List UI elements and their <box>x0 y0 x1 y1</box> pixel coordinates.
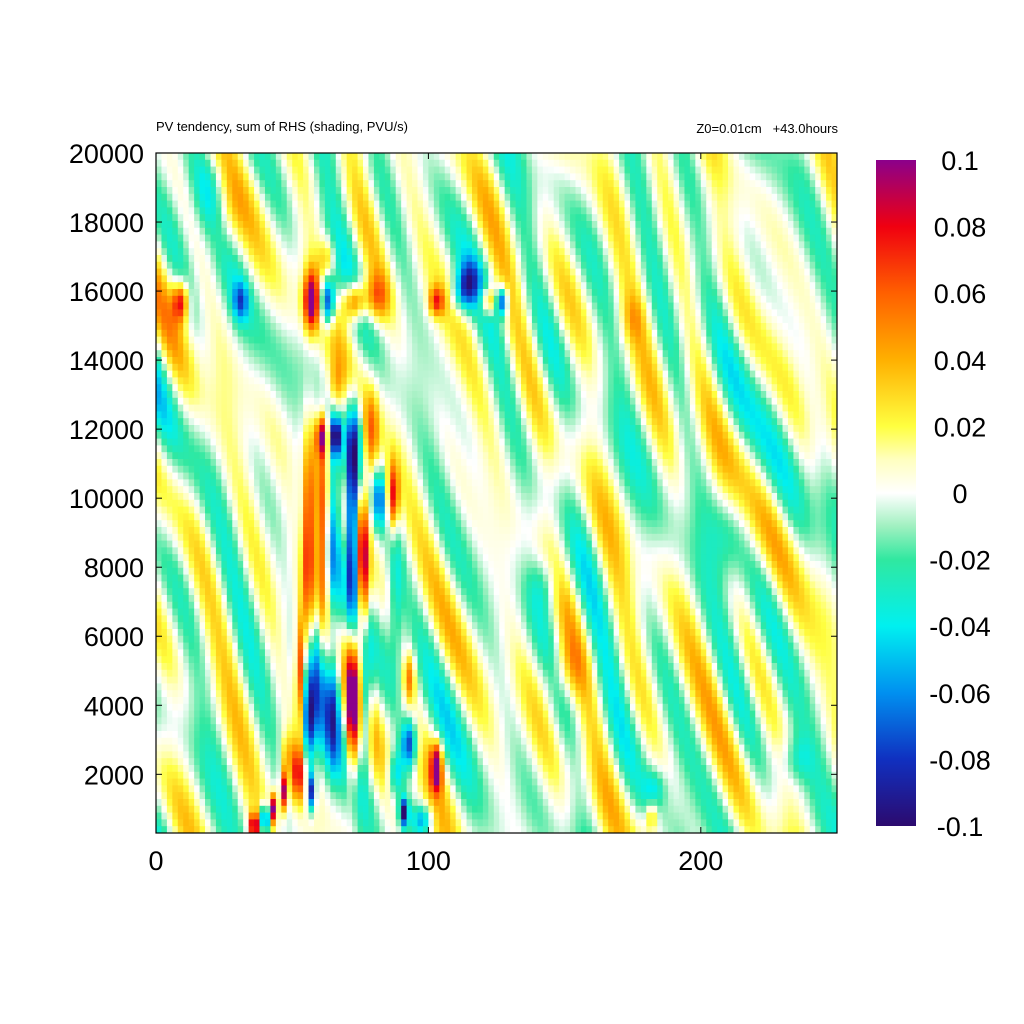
colorbar-tick-label: 0.06 <box>934 279 987 309</box>
colorbar-tick-label: -0.02 <box>929 546 991 576</box>
colorbar-tick-label: 0 <box>952 479 967 509</box>
colorbar-tick-label: 0.1 <box>941 146 979 176</box>
y-axis: 2000 4000 6000 8000 10000 12000 14000 16000 1800… <box>69 139 837 790</box>
colorbar-tick-label: -0.04 <box>929 612 991 642</box>
chart-subtitle: Z0=0.01cm +43.0hours <box>696 121 838 136</box>
x-tick-label: 0 <box>148 846 163 876</box>
colorbar-tick-label: -0.08 <box>929 745 991 775</box>
x-tick-label: 200 <box>678 846 723 876</box>
colorbar-tick-label: 0.02 <box>934 412 987 442</box>
colorbar-tick-label: -0.1 <box>937 812 984 842</box>
y-tick-label: 6000 <box>84 622 144 652</box>
y-tick-label: 20000 <box>69 139 144 169</box>
colorbar-tick-label: -0.06 <box>929 679 991 709</box>
colorbar-ticks: 0.1 0.08 0.06 0.04 0.02 0 -0.02 -0.04 -0.06 -0.08… <box>929 146 991 842</box>
colorbar-tick-label: 0.04 <box>934 346 987 376</box>
y-tick-label: 2000 <box>84 760 144 790</box>
y-tick-label: 18000 <box>69 208 144 238</box>
heatmap-cells <box>156 153 838 834</box>
x-tick-label: 100 <box>406 846 451 876</box>
y-tick-label: 10000 <box>69 484 144 514</box>
y-tick-label: 14000 <box>69 346 144 376</box>
y-tick-label: 12000 <box>69 415 144 445</box>
colorbar <box>876 160 916 826</box>
y-tick-label: 8000 <box>84 553 144 583</box>
plot-frame <box>155 152 838 834</box>
x-axis: 0 100 200 <box>148 153 723 876</box>
y-tick-label: 16000 <box>69 277 144 307</box>
colorbar-tick-label: 0.08 <box>934 213 987 243</box>
y-tick-label: 4000 <box>84 691 144 721</box>
chart-title: PV tendency, sum of RHS (shading, PVU/s) <box>156 119 408 134</box>
